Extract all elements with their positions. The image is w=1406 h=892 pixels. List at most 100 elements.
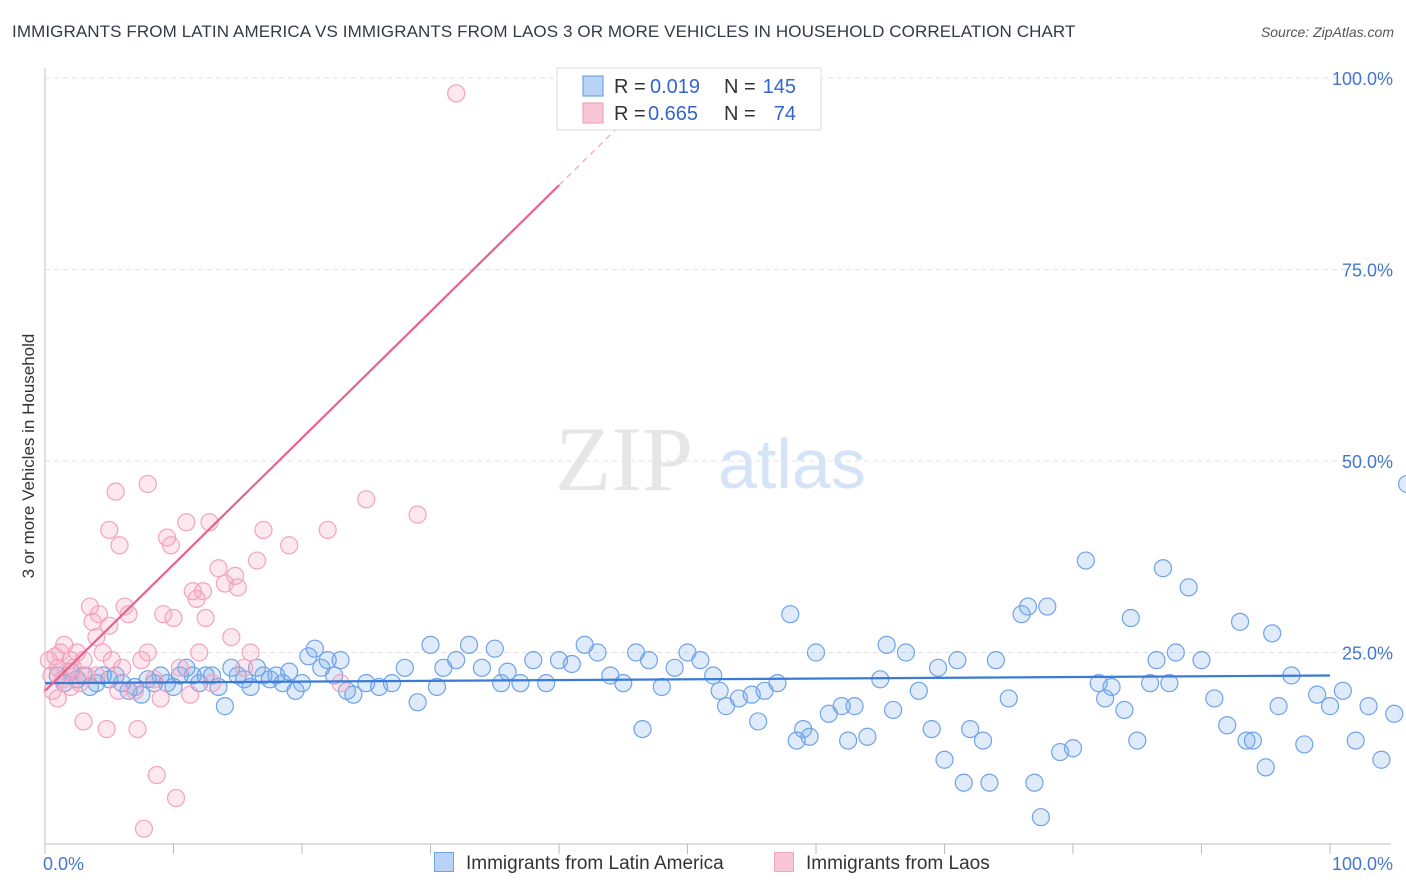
point-laos-25 — [100, 520, 119, 540]
point-latin-america-100 — [922, 719, 941, 739]
point-laos-41 — [147, 765, 166, 785]
point-laos-38 — [138, 474, 157, 494]
point-laos-64 — [241, 643, 260, 662]
trend-line-laos — [44, 184, 560, 692]
point-latin-america-140 — [1295, 735, 1314, 754]
point-latin-america-85 — [781, 605, 800, 624]
point-latin-america-113 — [1031, 808, 1050, 827]
point-latin-america-112 — [1025, 773, 1044, 792]
legend-r-label-1: R = — [614, 76, 646, 98]
point-laos-31 — [112, 658, 132, 677]
point-latin-america-92 — [839, 731, 858, 750]
point-latin-america-145 — [1359, 697, 1378, 716]
x-ticks — [44, 844, 1331, 854]
point-latin-america-116 — [1063, 739, 1083, 758]
point-laos-61 — [226, 566, 245, 586]
point-laos-54 — [193, 582, 213, 601]
point-latin-america-147 — [1385, 704, 1404, 723]
point-latin-america-58 — [485, 639, 504, 658]
point-latin-america-105 — [961, 719, 980, 739]
point-latin-america-137 — [1263, 624, 1282, 643]
point-latin-america-51 — [408, 693, 427, 712]
point-latin-america-104 — [954, 773, 973, 792]
legend: R = 0.019 N = 145 R = 0.665 N = 74 — [556, 67, 822, 131]
legend-r-value-2: 0.665 — [648, 103, 698, 125]
point-laos-40 — [145, 670, 164, 689]
point-latin-america-107 — [980, 773, 999, 792]
point-latin-america-132 — [1218, 716, 1237, 735]
point-latin-america-82 — [749, 712, 768, 731]
point-laos-45 — [161, 536, 181, 555]
point-latin-america-73 — [652, 677, 671, 697]
point-latin-america-121 — [1115, 700, 1134, 720]
point-laos-47 — [166, 788, 186, 808]
point-latin-america-114 — [1038, 597, 1057, 616]
point-latin-america-40 — [305, 639, 324, 658]
point-latin-america-143 — [1333, 681, 1352, 700]
point-latin-america-56 — [459, 635, 479, 654]
source-label: Source: ZipAtlas.com — [1260, 24, 1394, 40]
point-latin-america-148 — [1398, 474, 1406, 494]
bottom-legend-label-laos: Immigrants from Laos — [806, 853, 990, 874]
legend-r-label-2: R = — [614, 103, 646, 125]
point-latin-america-120 — [1102, 677, 1121, 697]
y-axis-title: 3 or more Vehicles in Household — [19, 334, 38, 579]
point-laos-43 — [154, 605, 173, 624]
point-latin-america-88 — [800, 727, 819, 746]
point-laos-69 — [331, 674, 350, 693]
point-laos-37 — [134, 819, 154, 838]
legend-swatch-laos — [582, 102, 604, 124]
point-laos-55 — [196, 608, 215, 628]
point-latin-america-99 — [909, 681, 928, 700]
point-laos-63 — [235, 658, 254, 677]
point-latin-america-103 — [948, 651, 967, 670]
point-latin-america-65 — [562, 654, 581, 674]
point-laos-30 — [110, 536, 129, 555]
point-latin-america-123 — [1128, 731, 1147, 750]
legend-n-value-2: 74 — [774, 103, 796, 125]
point-laos-28 — [106, 482, 125, 501]
point-latin-america-84 — [768, 674, 787, 693]
point-laos-53 — [190, 643, 209, 662]
legend-r-value-1: 0.019 — [650, 76, 700, 98]
point-laos-62 — [228, 578, 247, 597]
point-latin-america-134 — [1237, 731, 1256, 750]
x-tick-label-max: 100.0% — [1332, 854, 1393, 874]
point-laos-60 — [222, 628, 241, 647]
point-laos-71 — [408, 505, 427, 524]
point-latin-america-129 — [1179, 578, 1198, 597]
point-laos-29 — [109, 681, 128, 700]
trend-line-laos-extension — [558, 77, 669, 186]
point-latin-america-71 — [633, 719, 652, 739]
point-latin-america-144 — [1346, 731, 1365, 750]
watermark-atlas: atlas — [718, 425, 866, 503]
bottom-legend-swatch-latin-america — [434, 852, 454, 872]
point-laos-66 — [254, 520, 273, 540]
point-laos-56 — [200, 513, 219, 532]
point-latin-america-91 — [832, 697, 851, 716]
y-tick-label-75: 75.0% — [1342, 261, 1393, 281]
point-laos-33 — [119, 605, 138, 624]
point-laos-39 — [138, 643, 157, 662]
point-latin-america-93 — [845, 697, 864, 716]
point-laos-48 — [170, 658, 190, 677]
point-latin-america-67 — [588, 643, 607, 662]
point-laos-22 — [89, 605, 109, 624]
point-latin-america-130 — [1192, 651, 1211, 670]
point-latin-america-77 — [704, 666, 723, 685]
point-latin-america-141 — [1308, 685, 1327, 704]
point-latin-america-59 — [492, 674, 511, 693]
point-latin-america-57 — [472, 658, 491, 677]
point-latin-america-131 — [1205, 689, 1224, 708]
point-laos-67 — [280, 536, 299, 555]
point-latin-america-72 — [639, 651, 659, 670]
point-latin-america-136 — [1256, 758, 1275, 777]
x-tick-label-min: 0.0% — [43, 854, 84, 874]
point-latin-america-94 — [858, 727, 877, 746]
point-laos-5 — [48, 689, 67, 708]
point-latin-america-135 — [1243, 731, 1263, 750]
point-latin-america-133 — [1230, 612, 1250, 631]
point-latin-america-52 — [421, 635, 440, 654]
point-latin-america-111 — [1018, 597, 1038, 616]
point-latin-america-127 — [1160, 674, 1179, 693]
